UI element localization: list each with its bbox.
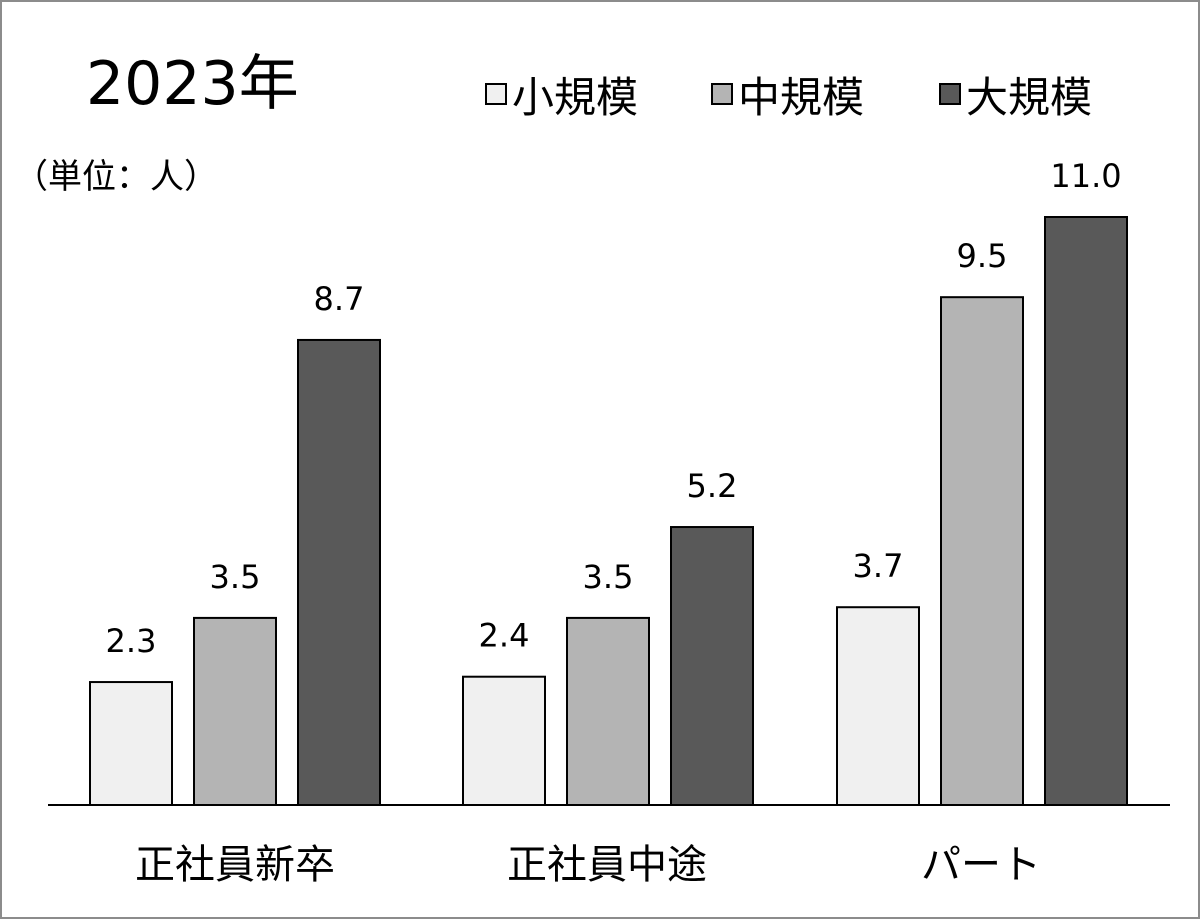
value-label-large-2: 11.0 (1050, 157, 1121, 195)
bar-large-0 (297, 338, 381, 806)
unit-label: （単位：人） (14, 157, 218, 197)
value-label-medium-0: 3.5 (210, 558, 261, 596)
category-labels: 正社員新卒 正社員中途 パート (135, 842, 1041, 888)
legend-label-medium: 中規模 (738, 73, 864, 122)
value-label-small-1: 2.4 (479, 617, 530, 655)
bar-small-2 (836, 606, 920, 807)
bar-medium-0 (193, 616, 277, 807)
legend-swatch-medium (711, 83, 733, 105)
bars-group: 2.3 2.4 3.7 3.5 3.5 9.5 8.7 5.2 11.0 (89, 157, 1128, 807)
bar-large-2 (1044, 216, 1128, 806)
bar-small-0 (89, 681, 173, 807)
category-label-1: 正社員中途 (507, 842, 707, 888)
value-label-small-2: 3.7 (853, 547, 904, 585)
chart-title: 2023年 (86, 49, 299, 119)
bar-small-1 (462, 675, 546, 807)
value-label-medium-1: 3.5 (583, 558, 634, 596)
legend-swatch-small (485, 83, 507, 105)
value-label-large-0: 8.7 (314, 280, 365, 318)
category-label-0: 正社員新卒 (135, 842, 335, 888)
legend-label-large: 大規模 (966, 73, 1092, 122)
legend-swatch-large (939, 83, 961, 105)
bar-medium-2 (940, 296, 1024, 806)
category-label-2: パート (921, 842, 1041, 888)
bar-medium-1 (566, 616, 650, 807)
bar-large-1 (670, 526, 754, 806)
value-label-small-0: 2.3 (106, 622, 157, 660)
legend-label-small: 小規模 (512, 73, 638, 122)
value-label-medium-2: 9.5 (957, 237, 1008, 275)
legend: 小規模 中規模 大規模 (485, 73, 1092, 122)
value-label-large-1: 5.2 (687, 467, 738, 505)
